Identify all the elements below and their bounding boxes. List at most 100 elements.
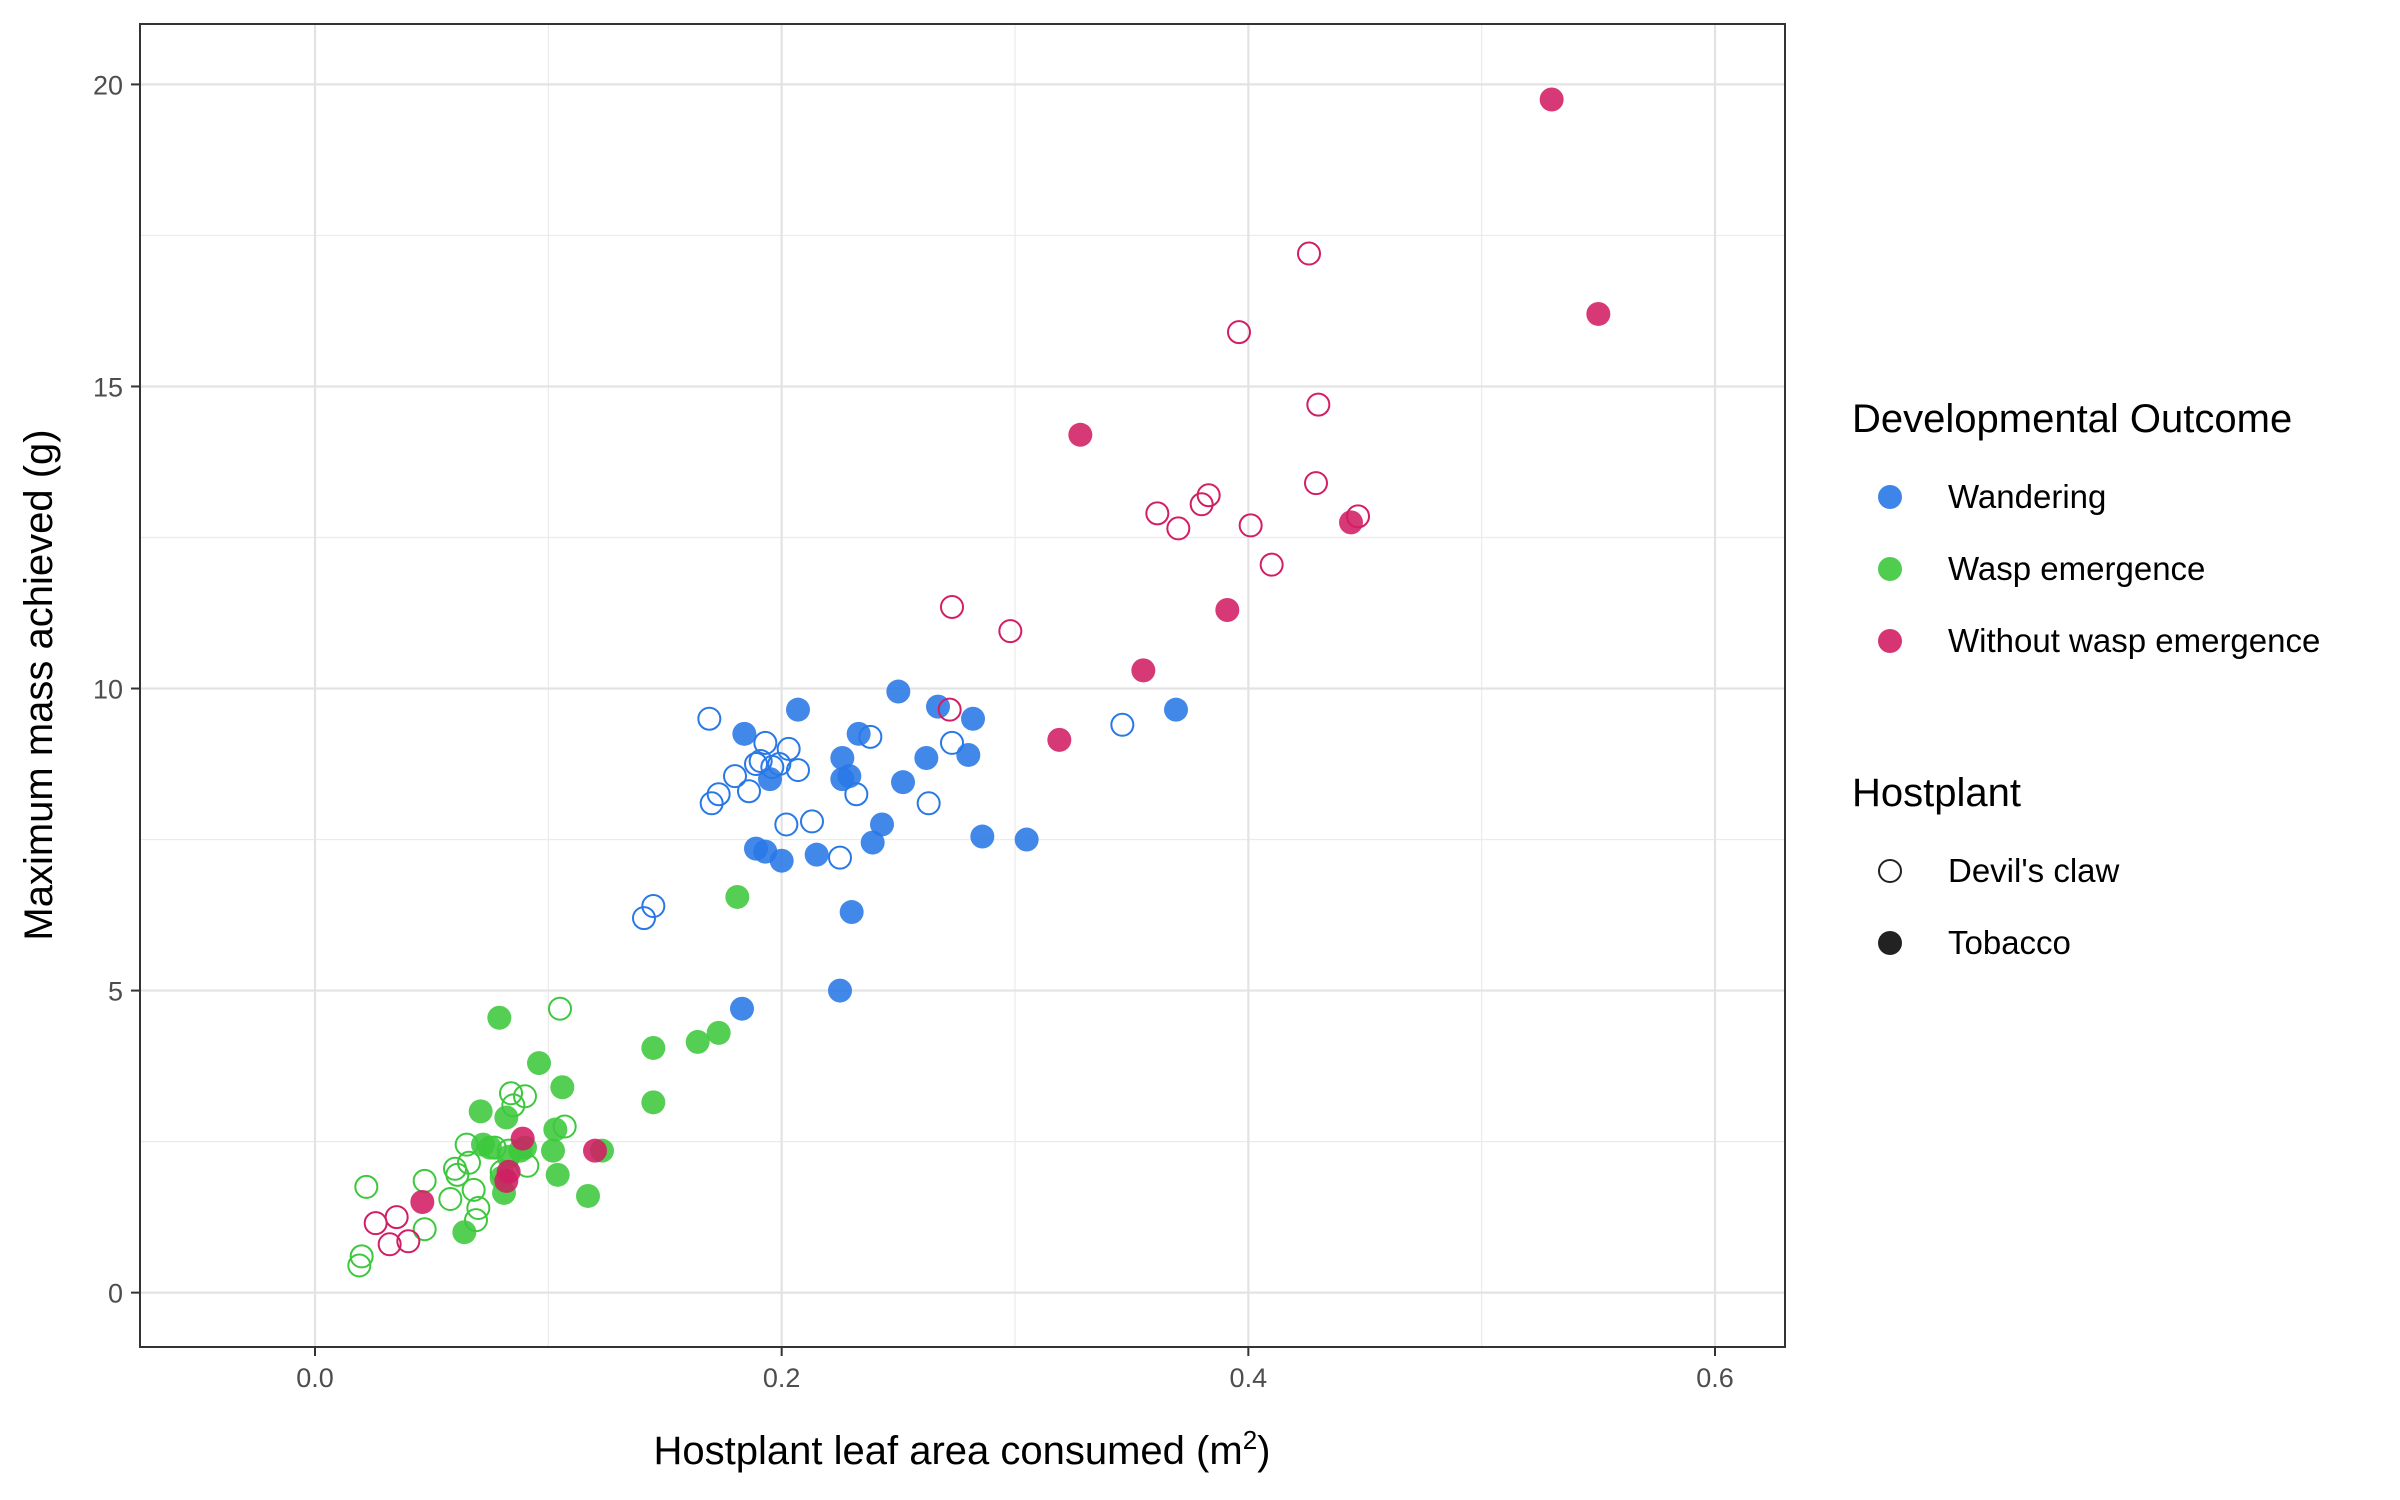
data-point-wandering xyxy=(961,706,985,731)
data-point-wandering xyxy=(769,848,794,873)
data-point-wasp-emergence xyxy=(468,1099,493,1124)
data-point-wandering xyxy=(730,996,754,1021)
data-point-wasp-emergence xyxy=(527,1051,551,1076)
data-point-wasp-emergence xyxy=(545,1162,570,1187)
legend-key-wandering xyxy=(1878,485,1902,509)
legend-label-tobacco: Tobacco xyxy=(1948,924,2071,961)
data-point-without-wasp-emergence xyxy=(496,1159,521,1184)
y-tick-label: 20 xyxy=(93,70,123,100)
data-point-wandering xyxy=(839,900,864,925)
data-point-wandering xyxy=(891,770,915,795)
data-point-wandering xyxy=(837,764,862,789)
legend-label-devils-claw: Devil's claw xyxy=(1948,852,2120,889)
data-point-wasp-emergence xyxy=(513,1084,537,1109)
legend: Developmental Outcome Wandering Wasp eme… xyxy=(1852,397,2320,961)
data-point-without-wasp-emergence xyxy=(396,1229,421,1254)
data-point-wandering xyxy=(916,791,941,816)
data-point-without-wasp-emergence xyxy=(510,1126,535,1151)
data-point-wasp-emergence xyxy=(487,1005,512,1030)
x-tick-label: 0.2 xyxy=(763,1363,801,1393)
data-point-wandering xyxy=(641,894,666,918)
data-point-wasp-emergence xyxy=(354,1174,379,1199)
data-point-without-wasp-emergence xyxy=(1196,483,1221,508)
data-point-wandering xyxy=(758,767,782,792)
data-point-wandering xyxy=(737,779,761,804)
data-point-without-wasp-emergence xyxy=(1539,87,1564,112)
data-point-wasp-emergence xyxy=(347,1253,372,1278)
data-point-wandering xyxy=(828,978,852,1003)
data-point-wandering xyxy=(1164,697,1188,722)
data-point-without-wasp-emergence xyxy=(1068,422,1093,447)
data-point-wandering xyxy=(699,791,724,816)
data-point-wasp-emergence xyxy=(543,1117,568,1142)
data-point-without-wasp-emergence xyxy=(940,594,964,619)
data-point-wandering xyxy=(970,824,995,849)
data-point-wandering xyxy=(1110,712,1135,737)
data-point-wandering xyxy=(800,809,824,834)
data-point-wandering xyxy=(776,736,801,761)
data-point-wandering xyxy=(753,730,778,755)
data-point-wandering xyxy=(774,812,799,837)
data-point-without-wasp-emergence xyxy=(1306,392,1331,417)
data-point-without-wasp-emergence xyxy=(1145,501,1170,526)
x-axis-ticks: 0.0 0.2 0.4 0.6 xyxy=(296,1347,1734,1393)
data-point-wandering xyxy=(732,721,757,746)
data-point-wandering xyxy=(786,697,810,722)
data-point-wasp-emergence xyxy=(576,1183,600,1208)
legend-label-wasp-emergence: Wasp emergence xyxy=(1948,550,2205,587)
data-point-wasp-emergence xyxy=(641,1035,666,1060)
data-point-wasp-emergence xyxy=(499,1081,523,1106)
data-point-without-wasp-emergence xyxy=(1189,492,1214,517)
data-point-wasp-emergence xyxy=(706,1020,731,1045)
data-point-wandering xyxy=(786,758,810,783)
data-point-without-wasp-emergence xyxy=(1238,513,1263,538)
data-point-without-wasp-emergence xyxy=(1047,727,1072,752)
data-point-wandering xyxy=(886,679,911,704)
legend-key-devils-claw xyxy=(1878,859,1902,883)
panel-border xyxy=(139,23,1786,1348)
data-point-wandering xyxy=(744,752,768,777)
y-axis-ticks: 0 5 10 15 20 xyxy=(93,70,140,1309)
data-point-wandering xyxy=(870,812,894,837)
data-point-wasp-emergence xyxy=(548,996,572,1021)
data-point-wandering xyxy=(632,906,656,931)
data-point-wandering xyxy=(914,745,939,770)
y-tick-label: 0 xyxy=(108,1279,123,1309)
y-tick-label: 15 xyxy=(93,372,123,402)
data-point-without-wasp-emergence xyxy=(1259,552,1284,577)
grid-major xyxy=(140,24,1785,1347)
legend-key-tobacco xyxy=(1878,931,1902,955)
data-point-wandering xyxy=(828,845,852,870)
data-point-wasp-emergence xyxy=(457,1150,481,1175)
data-point-wandering xyxy=(940,730,964,755)
x-tick-label: 0.4 xyxy=(1230,1363,1268,1393)
data-point-without-wasp-emergence xyxy=(1297,241,1321,266)
data-point-wasp-emergence xyxy=(550,1075,575,1100)
data-point-without-wasp-emergence xyxy=(1131,658,1156,683)
data-point-without-wasp-emergence xyxy=(384,1205,409,1230)
legend-key-without-wasp-emergence xyxy=(1878,629,1902,653)
x-tick-label: 0.6 xyxy=(1696,1363,1734,1393)
grid-minor xyxy=(140,24,1785,1347)
data-point-wandering xyxy=(697,706,722,731)
data-point-wasp-emergence xyxy=(641,1090,666,1115)
data-point-wasp-emergence xyxy=(438,1186,463,1211)
data-point-wandering xyxy=(846,721,871,746)
data-point-wasp-emergence xyxy=(685,1029,710,1054)
data-point-wasp-emergence xyxy=(494,1105,519,1130)
data-point-wasp-emergence xyxy=(461,1177,486,1202)
data-point-wandering xyxy=(860,830,885,855)
legend-label-wandering: Wandering xyxy=(1948,478,2106,515)
data-point-wasp-emergence xyxy=(725,884,750,909)
data-points xyxy=(347,87,1611,1278)
data-point-wasp-emergence xyxy=(412,1217,437,1242)
data-point-without-wasp-emergence xyxy=(410,1190,435,1215)
data-point-wandering xyxy=(723,764,747,789)
legend-key-wasp-emergence xyxy=(1878,557,1902,581)
legend-label-without-wasp-emergence: Without wasp emergence xyxy=(1948,622,2320,659)
legend-title-hostplant: Hostplant xyxy=(1852,771,2021,815)
data-point-without-wasp-emergence xyxy=(1227,320,1251,345)
data-point-wasp-emergence xyxy=(541,1138,565,1163)
data-point-wandering xyxy=(1014,827,1039,852)
